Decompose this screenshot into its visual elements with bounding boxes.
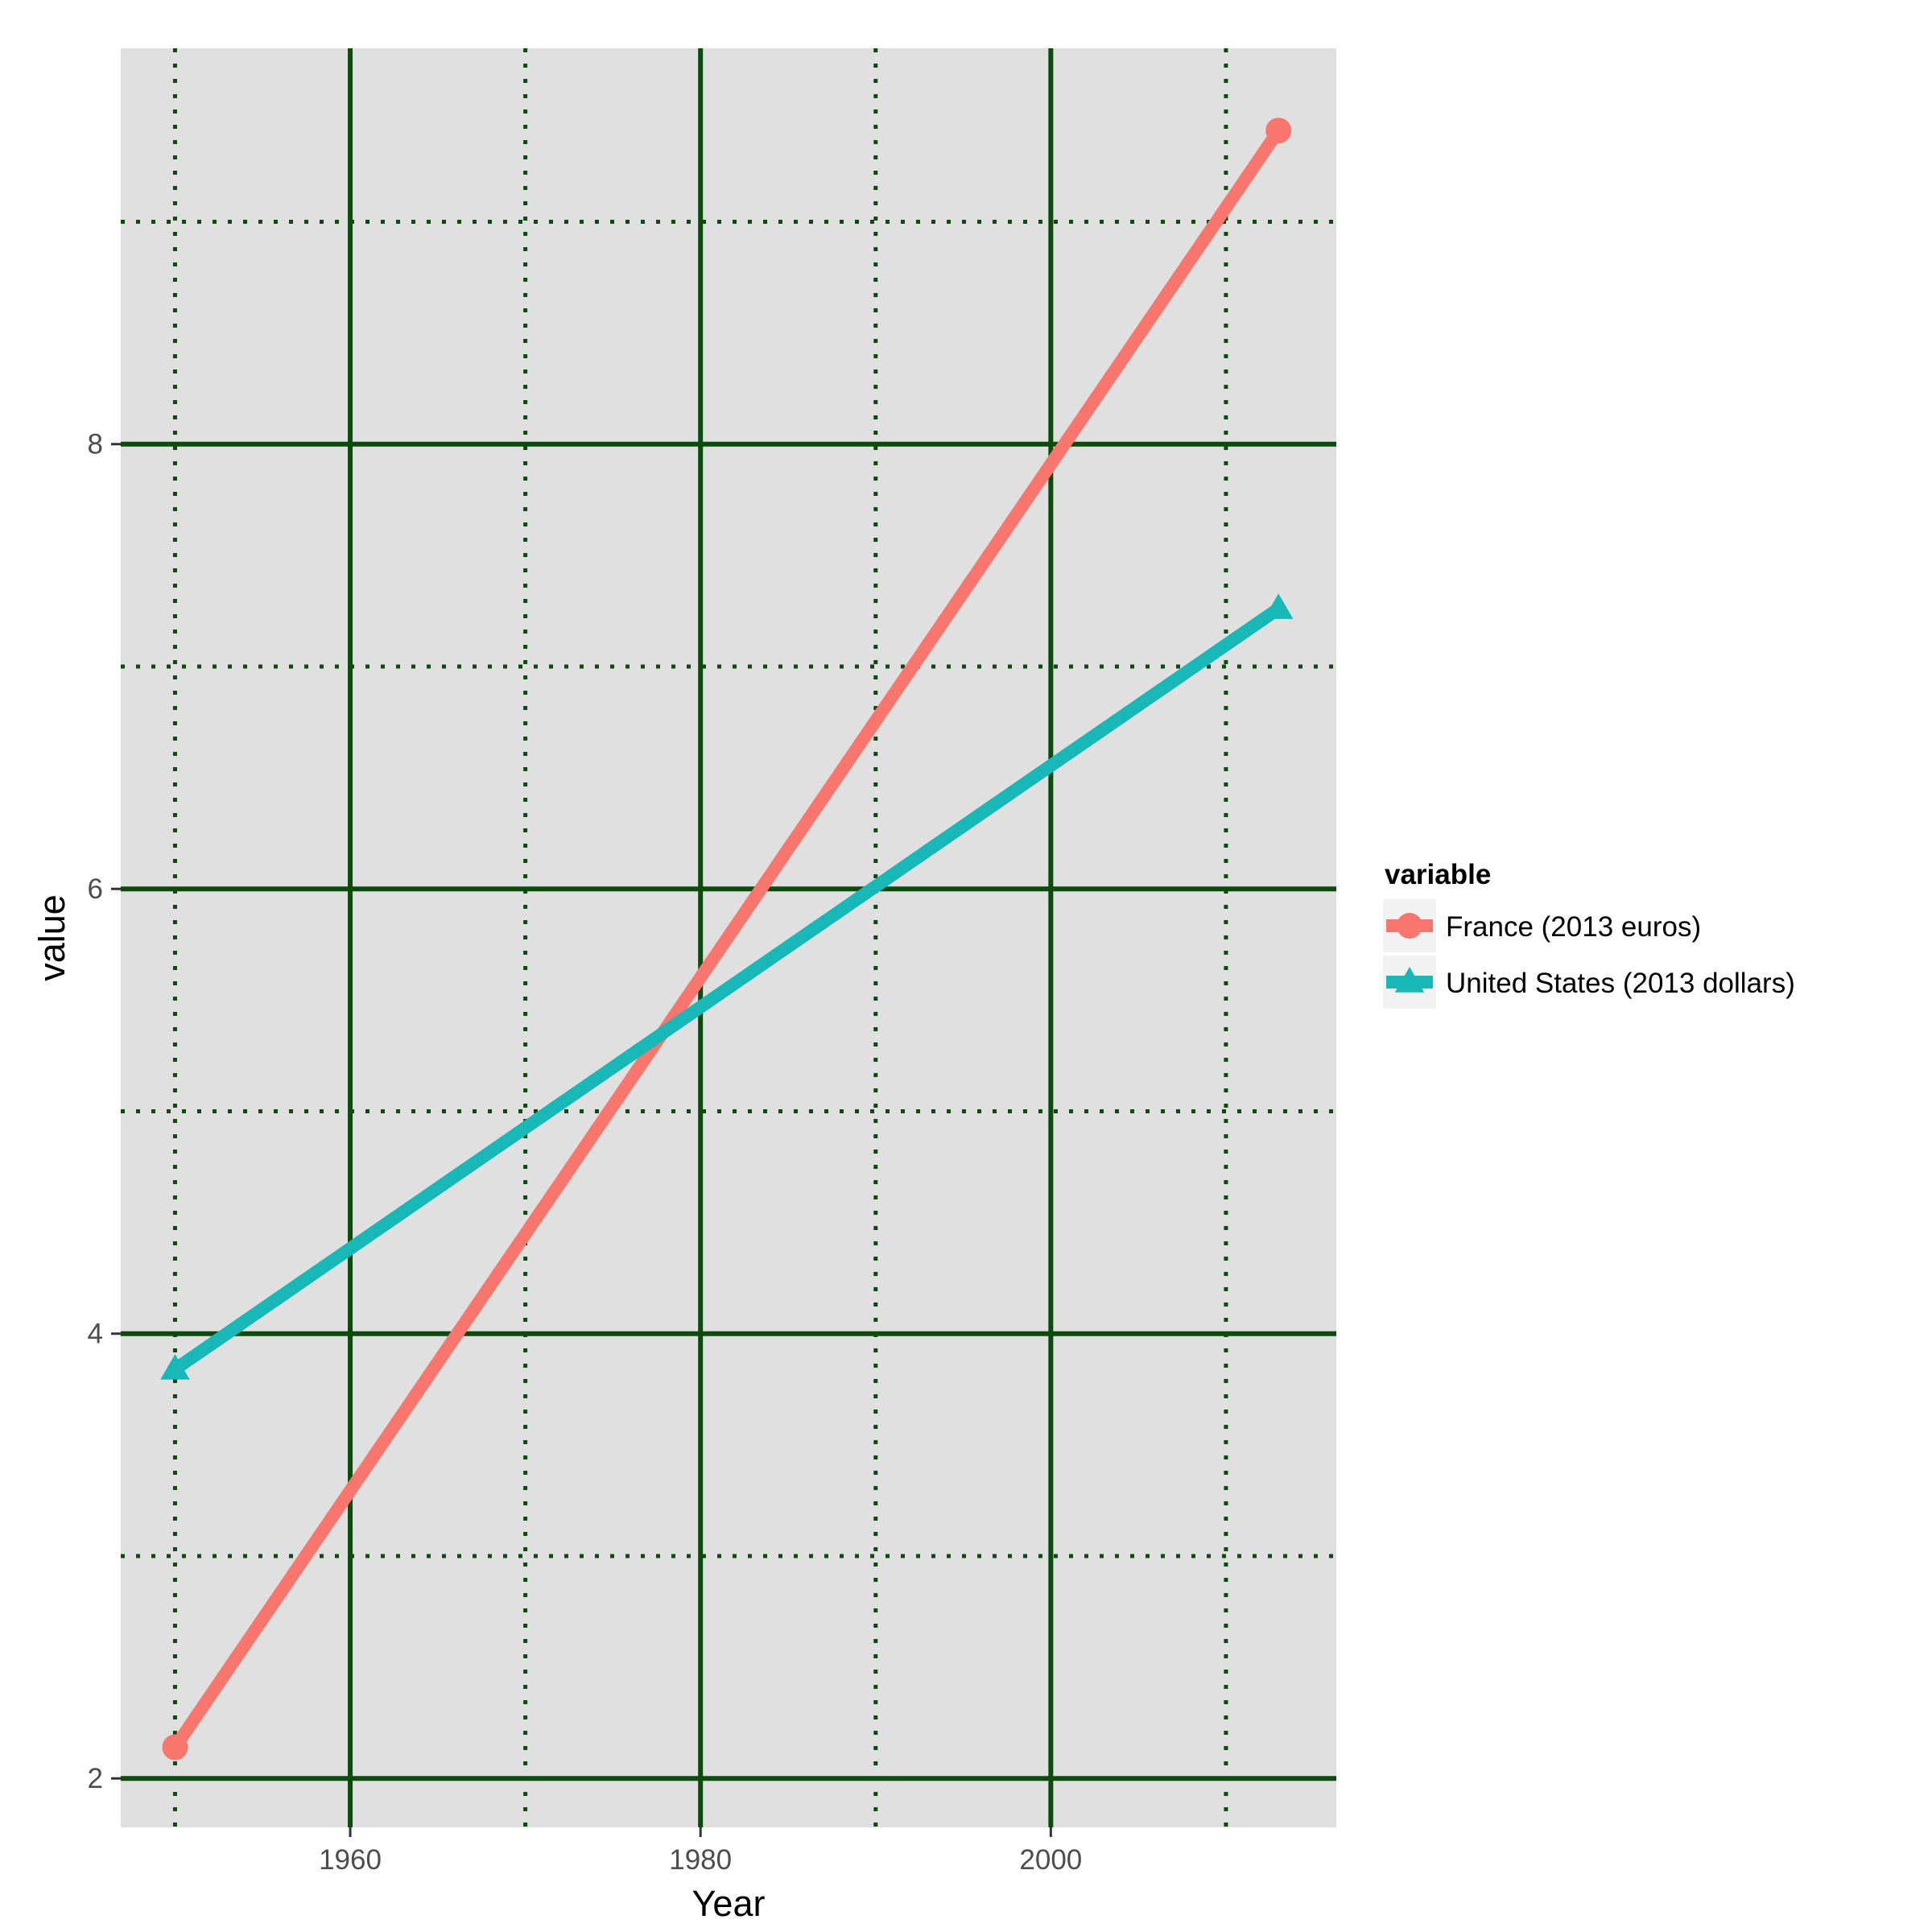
x-tick-label: 1960 [319,1844,382,1876]
series-point-0 [162,1734,188,1761]
legend-key-marker [1397,913,1422,939]
tick-labels: 1960 1980 2000 2 4 6 8 [88,429,1083,1876]
legend-label: United States (2013 dollars) [1446,968,1795,999]
legend-title: variable [1385,859,1491,890]
y-tick-label: 4 [88,1319,103,1350]
y-tick-label: 8 [88,429,103,460]
y-tick-label: 6 [88,873,103,905]
legend-key-marker [1394,967,1425,993]
series-point-0 [1265,118,1292,144]
minor-gridlines [121,48,1336,1827]
y-tick-label: 2 [88,1763,103,1794]
x-axis-title: Year [692,1883,766,1924]
legend-label: France (2013 euros) [1446,911,1701,943]
series-line-0 [169,126,1284,1752]
x-tick-label: 2000 [1019,1844,1082,1876]
series-point-1 [160,1354,190,1380]
y-axis-title: value [31,894,72,981]
legend: variable France (2013 euros) United State… [1383,859,1795,1009]
series-line-1 [171,603,1282,1375]
series-point-1 [1263,593,1294,619]
axis-ticks [111,443,1052,1837]
series-layer [160,118,1294,1761]
major-gridlines [121,48,1336,1827]
x-tick-label: 1980 [669,1844,732,1876]
